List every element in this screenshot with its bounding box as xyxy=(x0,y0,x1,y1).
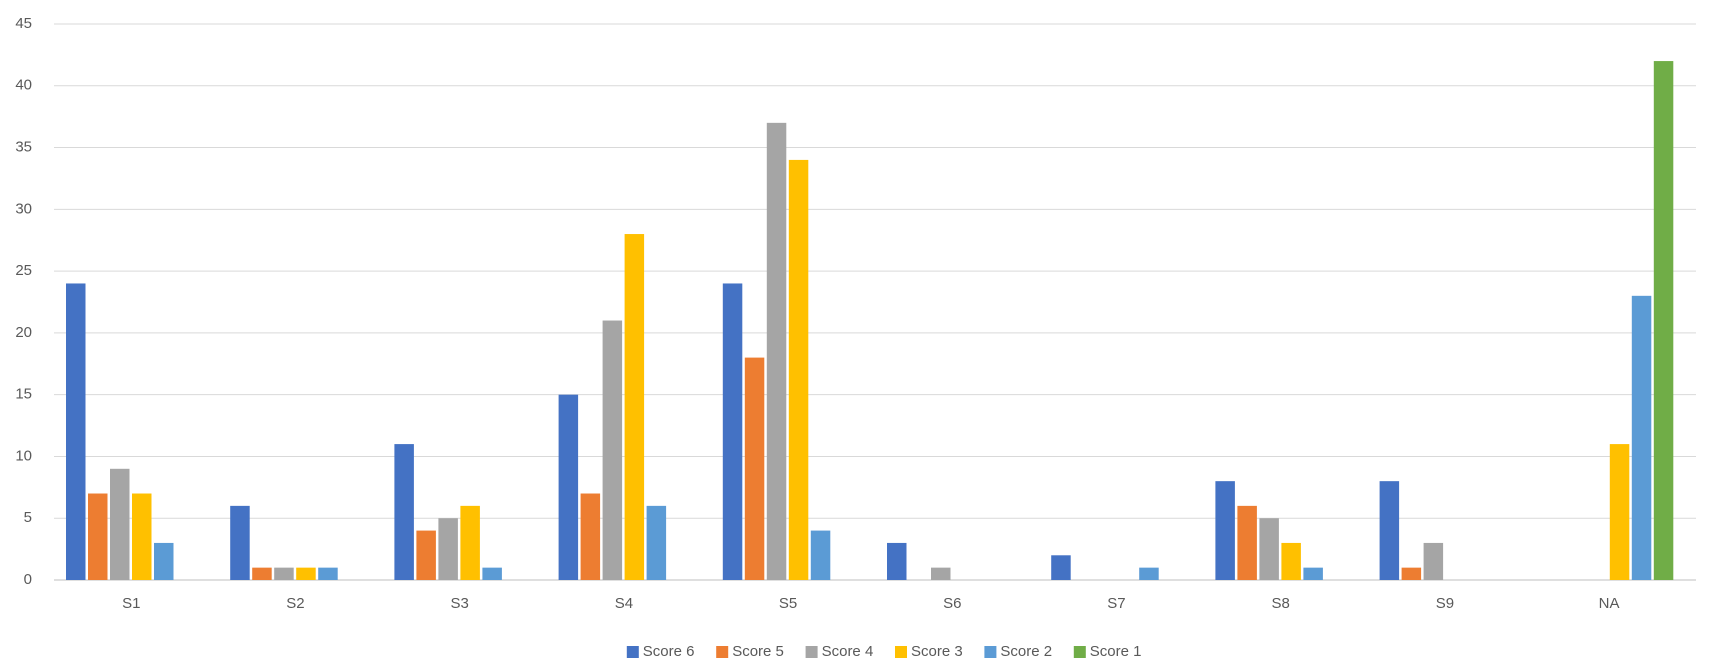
legend-swatch xyxy=(1073,646,1086,658)
bar xyxy=(318,567,338,580)
bar xyxy=(274,567,294,580)
legend-swatch xyxy=(805,646,818,658)
legend-label: Score 6 xyxy=(643,643,695,660)
bar xyxy=(1379,481,1400,580)
bar xyxy=(482,567,502,580)
bar xyxy=(88,493,108,580)
x-tick-label: S7 xyxy=(1107,595,1125,612)
y-tick-label: 30 xyxy=(15,200,32,217)
bar xyxy=(252,567,272,580)
bar xyxy=(624,234,645,581)
x-tick-label: S9 xyxy=(1436,595,1454,612)
legend-swatch xyxy=(984,646,997,658)
bar xyxy=(810,530,831,580)
bar xyxy=(558,394,579,580)
bar xyxy=(931,567,951,580)
bar xyxy=(1653,61,1674,581)
legend-label: Score 1 xyxy=(1090,643,1142,660)
bar xyxy=(1237,505,1257,580)
y-tick-label: 10 xyxy=(15,447,32,464)
bar xyxy=(1259,518,1279,580)
bar xyxy=(1051,555,1071,580)
bar xyxy=(788,159,809,580)
bar xyxy=(394,444,414,580)
bar xyxy=(1303,567,1323,580)
bar xyxy=(722,283,743,580)
y-tick-label: 15 xyxy=(15,386,32,403)
x-tick-label: S8 xyxy=(1272,595,1290,612)
bar xyxy=(230,505,250,580)
bar xyxy=(66,283,86,580)
bar xyxy=(766,122,787,580)
x-tick-label: S5 xyxy=(779,595,797,612)
x-tick-label: S1 xyxy=(122,595,140,612)
bar xyxy=(1281,542,1301,580)
bar xyxy=(296,567,316,580)
y-tick-label: 5 xyxy=(24,509,32,526)
bar xyxy=(1215,481,1235,580)
bar xyxy=(460,505,480,580)
legend-label: Score 3 xyxy=(911,643,963,660)
y-tick-label: 25 xyxy=(15,262,32,279)
y-tick-label: 35 xyxy=(15,139,32,156)
bar xyxy=(744,357,765,580)
bar xyxy=(132,493,152,580)
x-tick-label: S3 xyxy=(451,595,469,612)
bar xyxy=(646,505,667,580)
legend-swatch xyxy=(895,646,907,658)
y-tick-label: 45 xyxy=(15,15,32,32)
bar xyxy=(1401,567,1422,580)
bar xyxy=(154,542,174,580)
x-tick-label: NA xyxy=(1599,595,1620,612)
legend-label: Score 5 xyxy=(732,643,784,660)
legend-swatch xyxy=(626,646,639,658)
legend-label: Score 4 xyxy=(822,643,874,660)
bar xyxy=(602,320,623,580)
bar xyxy=(887,542,907,580)
bar xyxy=(110,468,130,580)
y-tick-label: 40 xyxy=(15,77,32,94)
y-tick-label: 0 xyxy=(24,571,32,588)
bar xyxy=(1631,295,1652,580)
legend-swatch xyxy=(716,646,729,658)
y-tick-label: 20 xyxy=(15,324,32,341)
legend-label: Score 2 xyxy=(1000,643,1052,660)
bar xyxy=(1139,567,1159,580)
x-tick-label: S6 xyxy=(943,595,961,612)
bar xyxy=(438,518,458,580)
bar xyxy=(416,530,436,580)
bar xyxy=(580,493,601,580)
x-tick-label: S4 xyxy=(615,595,633,612)
bar xyxy=(1609,444,1630,580)
x-tick-label: S2 xyxy=(286,595,304,612)
bar xyxy=(1423,542,1444,580)
